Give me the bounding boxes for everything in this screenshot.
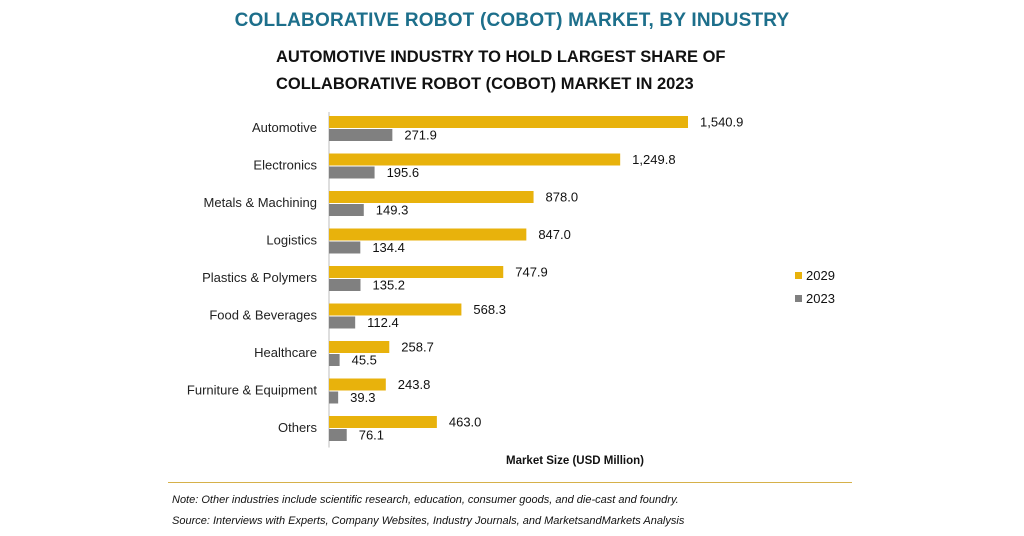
data-label-2023: 39.3 (350, 390, 375, 405)
bar-2023 (329, 204, 364, 216)
bar-2023 (329, 166, 375, 179)
bar-2029 (329, 416, 437, 428)
bar-2023 (329, 429, 347, 441)
footnote: Note: Other industries include scientifi… (172, 494, 679, 506)
footer-divider (168, 482, 852, 483)
category-label: Healthcare (254, 345, 317, 360)
data-label-2023: 271.9 (404, 128, 437, 143)
chart-title: COLLABORATIVE ROBOT (COBOT) MARKET, BY I… (234, 10, 790, 31)
bar-2029 (329, 266, 504, 278)
category-label: Food & Beverages (209, 308, 317, 323)
category-label: Others (278, 420, 318, 435)
category-label: Automotive (252, 120, 317, 135)
data-label-2023: 134.4 (372, 240, 405, 255)
data-label-2029: 258.7 (401, 340, 434, 355)
data-label-2029: 568.3 (473, 302, 506, 317)
legend-swatch-2023 (795, 295, 802, 302)
bar-2023 (329, 354, 340, 366)
data-label-2023: 149.3 (376, 203, 409, 218)
data-label-2029: 243.8 (398, 377, 431, 392)
bar-chart: Automotive Electronics Metals & Machining L… (187, 112, 835, 467)
bar-2029 (329, 341, 390, 353)
bar-2029 (329, 303, 462, 316)
bar-2029 (329, 378, 386, 391)
source-note: Source: Interviews with Experts, Company… (172, 515, 685, 527)
legend-swatch-2029 (795, 272, 802, 279)
bar-2023 (329, 129, 393, 141)
data-label-2023: 45.5 (352, 353, 377, 368)
data-label-2029: 747.9 (515, 265, 548, 280)
legend-label-2029: 2029 (806, 268, 835, 283)
bar-2029 (329, 153, 621, 166)
category-label: Logistics (266, 233, 317, 248)
data-label-2023: 76.1 (359, 428, 384, 443)
category-label: Furniture & Equipment (187, 383, 317, 398)
data-label-2029: 1,540.9 (700, 115, 743, 130)
bar-2029 (329, 228, 527, 241)
data-label-2023: 195.6 (387, 165, 420, 180)
bar-2023 (329, 241, 361, 254)
bar-2029 (329, 191, 534, 203)
bar-2029 (329, 116, 688, 128)
data-label-2029: 463.0 (449, 415, 482, 430)
bar-2023 (329, 279, 361, 291)
chart-subtitle: AUTOMOTIVE INDUSTRY TO HOLD LARGEST SHAR… (276, 48, 726, 93)
bar-2023 (329, 316, 356, 329)
data-label-2023: 135.2 (372, 278, 405, 293)
data-label-2029: 878.0 (546, 190, 579, 205)
x-axis-label: Market Size (USD Million) (506, 455, 644, 467)
data-label-2029: 1,249.8 (632, 152, 675, 167)
category-label: Electronics (253, 158, 317, 173)
bar-2023 (329, 391, 339, 404)
legend-label-2023: 2023 (806, 291, 835, 306)
category-label: Metals & Machining (204, 195, 317, 210)
data-label-2029: 847.0 (538, 227, 571, 242)
data-label-2023: 112.4 (367, 315, 399, 330)
category-label: Plastics & Polymers (202, 270, 317, 285)
